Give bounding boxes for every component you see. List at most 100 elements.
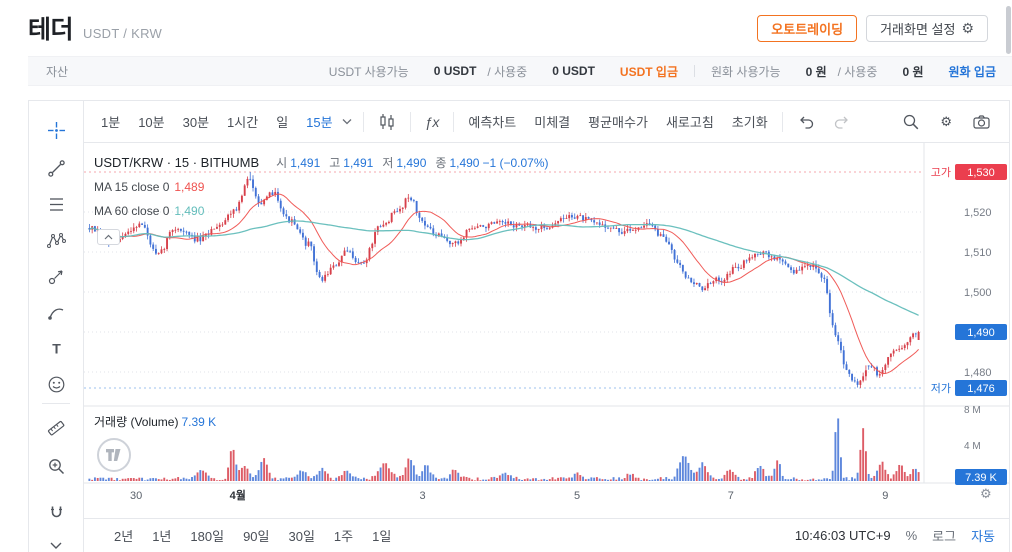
- header-buttons: 오토트레이딩 거래화면 설정 ⚙: [757, 14, 988, 42]
- log-scale-toggle[interactable]: 로그: [932, 529, 957, 544]
- interval-selected[interactable]: 15분: [306, 115, 333, 130]
- avg-buy-price-button[interactable]: 평균매수가: [588, 115, 648, 130]
- indicators-button[interactable]: ƒx: [424, 113, 440, 130]
- xabcd-pattern-tool[interactable]: [42, 226, 70, 254]
- asset-bar: 자산 USDT 사용가능 0 USDT / 사용중 0 USDT USDT 입금…: [28, 56, 1012, 86]
- asset-label: 자산: [46, 64, 69, 79]
- range-1y[interactable]: 1년: [152, 529, 172, 544]
- interval-10min[interactable]: 10분: [138, 115, 165, 130]
- range-180d[interactable]: 180일: [190, 529, 225, 544]
- page-scrollbar[interactable]: [1006, 6, 1011, 54]
- range-2y[interactable]: 2년: [114, 529, 134, 544]
- krw-inuse-value: 0 원: [902, 64, 924, 79]
- close-value: 1,490: [449, 156, 480, 170]
- legend-symbol[interactable]: USDT/KRW · 15 · BITHUMB: [94, 155, 260, 170]
- usdt-inuse-value: 0 USDT: [552, 64, 595, 78]
- ma15-label[interactable]: MA 15 close 0: [94, 180, 170, 194]
- volume-legend: 거래량 (Volume) 7.39 K: [94, 413, 216, 430]
- collapse-indicators-button[interactable]: [97, 229, 120, 245]
- screen-settings-label: 거래화면 설정: [880, 21, 956, 37]
- krw-deposit-link[interactable]: 원화 입금: [948, 64, 997, 79]
- screen-settings-button[interactable]: 거래화면 설정 ⚙: [866, 14, 988, 42]
- chart-widget: T 1분 10분 30분: [28, 100, 1010, 552]
- forecast-tool[interactable]: [42, 262, 70, 290]
- refresh-button[interactable]: 새로고침: [665, 115, 714, 130]
- low-label: 저: [382, 156, 394, 170]
- axis-settings-gear-icon[interactable]: ⚙: [980, 486, 992, 501]
- svg-text:4월: 4월: [230, 488, 246, 502]
- auto-scale-toggle[interactable]: 자동: [971, 529, 995, 544]
- usdt-available-value: 0 USDT: [433, 64, 477, 78]
- text-tool[interactable]: T: [42, 334, 70, 362]
- chart-bottom-bar: 2년 1년 180일 90일 30일 1주 1일 10:46:03 UTC+9 …: [84, 518, 1009, 552]
- ma60-value: 1,490: [174, 204, 205, 218]
- toolbar-divider: [409, 111, 411, 132]
- snapshot-camera-icon[interactable]: [962, 113, 1001, 131]
- interval-1day[interactable]: 일: [276, 115, 289, 130]
- chart-area[interactable]: 1,520 1,510 1,500 1,480 8 M 4 M 고가 1,530 1,490 저가…: [84, 143, 1009, 518]
- undo-button[interactable]: [788, 101, 824, 142]
- percent-scale-toggle[interactable]: %: [905, 528, 918, 543]
- usdt-available-label: USDT 사용가능: [328, 64, 409, 79]
- candlestick-icon: [379, 113, 394, 130]
- open-label: 시: [276, 156, 288, 170]
- toolbar-separator: [42, 403, 70, 404]
- interval-1hour[interactable]: 1시간: [227, 115, 259, 130]
- chart-settings-gear-icon[interactable]: ⚙: [940, 114, 952, 129]
- ma60-row: MA 60 close 0 1,490: [94, 199, 549, 223]
- range-1d[interactable]: 1일: [372, 529, 392, 544]
- tradingview-logo[interactable]: [97, 438, 131, 472]
- chart-main: 1분 10분 30분 1시간 일 15분 ƒx 예측차트 미체결 평균매수가: [84, 101, 1009, 552]
- search-icon[interactable]: [892, 113, 930, 131]
- range-1w[interactable]: 1주: [333, 529, 354, 544]
- krw-available-value: 0 원: [805, 64, 827, 79]
- svg-text:4 M: 4 M: [964, 441, 981, 452]
- svg-text:저가: 저가: [931, 382, 951, 395]
- ma60-label[interactable]: MA 60 close 0: [94, 204, 170, 218]
- svg-text:고가: 고가: [931, 166, 951, 179]
- open-orders-button[interactable]: 미체결: [534, 115, 571, 130]
- emoji-tool[interactable]: [42, 370, 70, 398]
- crosshair-tool[interactable]: [42, 116, 70, 144]
- brush-tool[interactable]: [42, 298, 70, 326]
- svg-text:7: 7: [728, 490, 734, 502]
- fib-retracement-tool[interactable]: [42, 190, 70, 218]
- krw-inuse-label: / 사용중: [837, 64, 878, 79]
- symbol-subtitle: USDT / KRW: [83, 25, 163, 41]
- interval-dropdown-chevron-icon[interactable]: [342, 101, 358, 142]
- more-tools-chevron-icon[interactable]: [42, 531, 70, 552]
- svg-text:T: T: [52, 340, 61, 356]
- autotrading-button[interactable]: 오토트레이딩: [757, 14, 858, 42]
- bottom-right-controls: 10:46:03 UTC+9 % 로그 자동: [795, 526, 995, 545]
- reset-button[interactable]: 초기화: [731, 115, 768, 130]
- magnet-tool[interactable]: [42, 498, 70, 526]
- redo-button[interactable]: [824, 101, 860, 142]
- undo-icon: [799, 116, 813, 129]
- measure-ruler-tool[interactable]: [42, 414, 70, 442]
- usdt-deposit-link[interactable]: USDT 입금: [619, 64, 678, 79]
- svg-text:8 M: 8 M: [964, 405, 981, 416]
- trend-line-tool[interactable]: [42, 154, 70, 182]
- range-30d[interactable]: 30일: [288, 529, 315, 544]
- chart-toolbar: 1분 10분 30분 1시간 일 15분 ƒx 예측차트 미체결 평균매수가: [84, 101, 1009, 143]
- forecast-chart-button[interactable]: 예측차트: [468, 115, 517, 130]
- chart-legend: USDT/KRW · 15 · BITHUMB 시 1,491 고 1,491 저 1,49…: [94, 151, 549, 223]
- high-value: 1,491: [343, 156, 374, 170]
- toolbar-divider: [781, 111, 783, 132]
- interval-30min[interactable]: 30분: [182, 115, 210, 130]
- svg-text:1,530: 1,530: [967, 167, 995, 179]
- svg-text:1,480: 1,480: [964, 367, 992, 379]
- chevron-up-icon: [104, 234, 113, 240]
- price-chart[interactable]: 1,520 1,510 1,500 1,480 8 M 4 M 고가 1,530 1,490 저가…: [84, 143, 1009, 518]
- interval-1min[interactable]: 1분: [101, 115, 121, 130]
- range-90d[interactable]: 90일: [243, 529, 270, 544]
- volume-label[interactable]: 거래량 (Volume): [94, 415, 179, 429]
- krw-available-label: 원화 사용가능: [711, 64, 781, 79]
- zoom-in-tool[interactable]: [42, 452, 70, 480]
- usdt-inuse-label: / 사용중: [487, 64, 528, 79]
- svg-text:1,510: 1,510: [964, 247, 992, 259]
- clock[interactable]: 10:46:03 UTC+9: [794, 528, 891, 543]
- chart-style-button[interactable]: [369, 101, 405, 142]
- toolbar-divider: [453, 111, 455, 132]
